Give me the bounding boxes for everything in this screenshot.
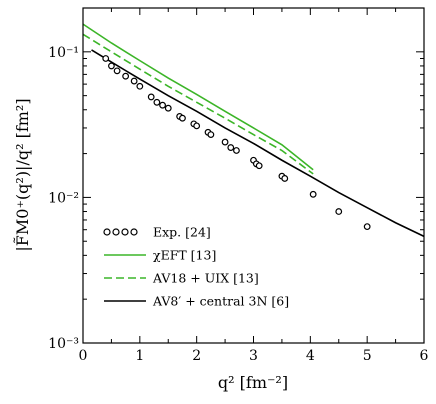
- data-point: [122, 72, 130, 80]
- x-tick-label: 2: [192, 348, 201, 364]
- x-tick-label: 6: [420, 348, 429, 364]
- data-point: [108, 62, 115, 70]
- data-point: [227, 144, 235, 151]
- data-point: [193, 122, 201, 130]
- legend-swatch-marker: [112, 228, 120, 236]
- data-point: [147, 93, 155, 101]
- data-point: [113, 67, 121, 75]
- plot-lines: [82, 23, 425, 238]
- data-point: [363, 223, 371, 231]
- data-point: [102, 55, 110, 62]
- data-point: [281, 175, 289, 182]
- y-tick-label: 10⁻¹: [48, 45, 79, 61]
- series-line-3: [91, 49, 425, 238]
- x-tick-label: 3: [249, 348, 258, 364]
- legend-swatch-marker: [103, 228, 111, 236]
- data-point: [335, 208, 343, 215]
- legend-swatch-marker: [130, 228, 138, 236]
- data-point: [233, 147, 240, 154]
- data-point: [309, 190, 317, 198]
- series-line-1: [82, 23, 314, 171]
- axis-ticks: [82, 7, 425, 344]
- legend-label: χEFT [13]: [153, 248, 216, 263]
- x-tick-label: 4: [306, 348, 315, 364]
- data-point: [136, 82, 144, 90]
- data-point: [164, 104, 172, 112]
- legend-label: AV8′ + central 3N [6]: [152, 294, 289, 309]
- y-tick-label: 10⁻²: [48, 190, 79, 206]
- legend-label: AV18 + UIX [13]: [152, 271, 259, 286]
- data-point: [207, 131, 215, 139]
- data-point: [130, 77, 138, 85]
- legend: Exp. [24] χEFT [13] AV18 + UIX [13] AV8′ + …: [103, 225, 289, 309]
- axis-tick-labels: 0 1 2 3 4 5 6 10⁻³ 10⁻² 10⁻¹: [48, 45, 428, 364]
- plot-points: [102, 55, 371, 231]
- data-point: [255, 162, 263, 170]
- y-tick-label: 10⁻³: [48, 336, 79, 352]
- y-axis-title: |F̃M0⁺(q²)|/q² [fm²]: [13, 98, 32, 251]
- data-point: [221, 138, 229, 146]
- x-tick-label: 1: [135, 348, 144, 364]
- data-point: [159, 101, 166, 109]
- data-point: [153, 98, 161, 106]
- x-axis-title: q² [fm⁻²]: [218, 373, 288, 392]
- x-tick-label: 5: [363, 348, 372, 364]
- series-line-2: [82, 33, 314, 175]
- data-point: [179, 114, 186, 122]
- legend-label: Exp. [24]: [153, 225, 211, 240]
- legend-swatch-marker: [121, 228, 129, 236]
- x-tick-label: 0: [79, 348, 88, 364]
